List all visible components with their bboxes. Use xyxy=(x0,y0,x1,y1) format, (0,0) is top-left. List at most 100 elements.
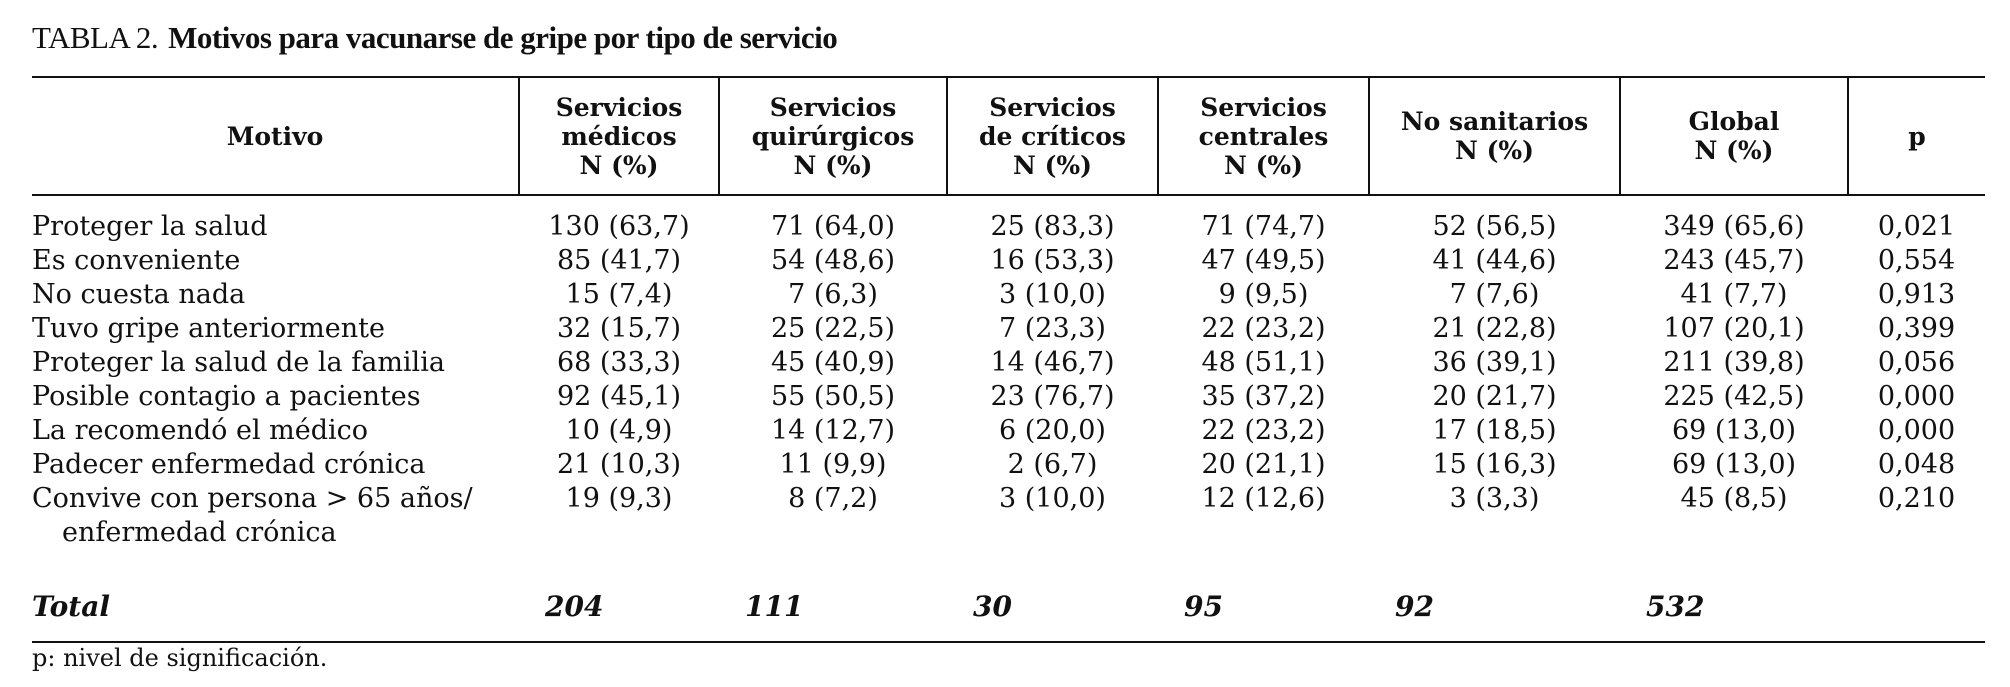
motivo-line: Posible contagio a pacientes xyxy=(32,381,421,412)
value-cell: 0,056 xyxy=(1877,347,1956,378)
header-line: N (%) xyxy=(1013,150,1092,180)
value-cell: 0,554 xyxy=(1877,245,1956,276)
header-line: Servicios xyxy=(989,92,1116,122)
value-cell: 69 (13,0) xyxy=(1671,449,1797,480)
value-cell: 52 (56,5) xyxy=(1432,211,1557,242)
column-header: Servicios centrales N (%) xyxy=(1157,76,1369,196)
table-row: Proteger la salud 130 (63,7) 71 (64,0) 25 (… xyxy=(32,195,1985,244)
value-cell: 14 (46,7) xyxy=(990,347,1115,378)
title-label: TABLA 2. xyxy=(32,20,159,55)
table-row: No cuesta nada 15 (7,4) 7 (6,3) 3 (10,0) 9 (… xyxy=(32,278,1985,312)
table-row: Tuvo gripe anteriormente 32 (15,7) 25 (22,… xyxy=(32,312,1985,346)
header-row: Motivo Servicios médicos N (%) Servicios quir… xyxy=(32,76,1985,196)
column-header: No sanitarios N (%) xyxy=(1368,76,1620,196)
value-cell: 21 (10,3) xyxy=(556,449,682,480)
header-line: Global xyxy=(1688,107,1780,136)
value-cell: 22 (23,2) xyxy=(1201,415,1326,446)
table-row: Convive con persona > 65 años/enfermedad… xyxy=(32,482,1985,550)
column-header: Servicios médicos N (%) xyxy=(518,76,719,196)
header-line: N (%) xyxy=(579,150,659,180)
motivo-cell: Posible contagio a pacientes xyxy=(32,380,519,414)
value-cell: 20 (21,7) xyxy=(1432,381,1557,412)
value-cell: 35 (37,2) xyxy=(1201,381,1326,412)
header-line: centrales xyxy=(1198,121,1329,151)
motivo-line: Proteger la salud de la familia xyxy=(32,347,445,378)
table-title: TABLA 2. Motivos para vacunarse de gripe … xyxy=(32,20,838,56)
value-cell: 41 (7,7) xyxy=(1680,279,1788,310)
table-row: Padecer enfermedad crónica 21 (10,3) 11 (9… xyxy=(32,448,1985,482)
value-cell: 0,913 xyxy=(1877,279,1956,310)
motivo-cell: Padecer enfermedad crónica xyxy=(32,448,519,482)
motivo-cell: La recomendó el médico xyxy=(32,414,519,448)
value-cell: 85 (41,7) xyxy=(556,245,682,276)
motivo-line: La recomendó el médico xyxy=(32,415,369,446)
header-line: N (%) xyxy=(793,150,873,180)
value-cell: 25 (22,5) xyxy=(770,313,896,344)
value-cell: 15 (7,4) xyxy=(565,279,673,310)
value-cell: 0,210 xyxy=(1877,483,1956,514)
total-value: 532 xyxy=(1620,550,1848,643)
value-cell: 0,000 xyxy=(1877,415,1956,446)
header-line: N (%) xyxy=(1455,136,1534,165)
table-row: Es conveniente 85 (41,7) 54 (48,6) 16 (53,3… xyxy=(32,244,1985,278)
value-cell: 211 (39,8) xyxy=(1663,347,1805,378)
value-cell: 69 (13,0) xyxy=(1671,415,1797,446)
motivo-line: Padecer enfermedad crónica xyxy=(32,449,426,480)
value-cell: 243 (45,7) xyxy=(1663,245,1805,276)
value-cell: 15 (16,3) xyxy=(1432,449,1557,480)
value-cell: 45 (8,5) xyxy=(1680,483,1788,514)
table-body: Proteger la salud 130 (63,7) 71 (64,0) 25 (… xyxy=(32,195,1985,550)
value-cell: 7 (7,6) xyxy=(1449,279,1540,310)
header-line: Servicios xyxy=(555,92,683,122)
table-row: La recomendó el médico 10 (4,9) 14 (12,7) 6… xyxy=(32,414,1985,448)
motivo-line: No cuesta nada xyxy=(32,279,246,310)
value-cell: 21 (22,8) xyxy=(1432,313,1557,344)
column-header: p xyxy=(1847,76,1985,196)
footnote: p: nivel de significación. xyxy=(32,644,328,672)
motivo-cell: No cuesta nada xyxy=(32,278,519,312)
total-value: 30 xyxy=(947,550,1158,643)
value-cell: 14 (12,7) xyxy=(770,415,896,446)
table-total: Total 204 111 30 95 92 532 xyxy=(32,550,1985,643)
motivo-line: Tuvo gripe anteriormente xyxy=(32,313,385,344)
value-cell: 130 (63,7) xyxy=(548,211,690,242)
value-cell: 23 (76,7) xyxy=(990,381,1115,412)
value-cell: 3 (10,0) xyxy=(999,483,1106,514)
value-cell: 17 (18,5) xyxy=(1432,415,1557,446)
value-cell: 32 (15,7) xyxy=(556,313,682,344)
header-line: p xyxy=(1908,121,1926,151)
value-cell: 6 (20,0) xyxy=(999,415,1106,446)
motivo-cell: Es conveniente xyxy=(32,244,519,278)
total-row: Total 204 111 30 95 92 532 xyxy=(32,550,1985,643)
value-cell: 45 (40,9) xyxy=(770,347,896,378)
value-cell: 0,021 xyxy=(1877,211,1956,242)
total-label: Total xyxy=(32,550,519,643)
title-text: Motivos para vacunarse de gripe por tipo… xyxy=(168,20,838,55)
total-value: 92 xyxy=(1369,550,1620,643)
motivo-line: enfermedad crónica xyxy=(62,517,337,548)
column-header: Motivo xyxy=(32,76,519,196)
value-cell: 20 (21,1) xyxy=(1201,449,1326,480)
value-cell: 25 (83,3) xyxy=(990,211,1115,242)
value-cell: 7 (6,3) xyxy=(788,279,878,310)
total-value: 204 xyxy=(519,550,719,643)
value-cell: 9 (9,5) xyxy=(1218,279,1309,310)
total-value: 95 xyxy=(1158,550,1369,643)
value-cell: 8 (7,2) xyxy=(788,483,878,514)
motivo-line: Convive con persona > 65 años/ xyxy=(32,483,473,514)
value-cell: 36 (39,1) xyxy=(1432,347,1557,378)
value-cell: 41 (44,6) xyxy=(1432,245,1557,276)
value-cell: 48 (51,1) xyxy=(1201,347,1326,378)
value-cell: 12 (12,6) xyxy=(1201,483,1326,514)
value-cell: 68 (33,3) xyxy=(556,347,682,378)
value-cell: 225 (42,5) xyxy=(1663,381,1805,412)
column-header: Servicios quirúrgicos N (%) xyxy=(718,76,947,196)
motivo-cell: Proteger la salud xyxy=(32,195,519,244)
value-cell: 22 (23,2) xyxy=(1201,313,1326,344)
value-cell: 47 (49,5) xyxy=(1201,245,1326,276)
value-cell: 2 (6,7) xyxy=(1007,449,1098,480)
value-cell: 10 (4,9) xyxy=(565,415,673,446)
value-cell: 0,048 xyxy=(1877,449,1956,480)
header-line: N (%) xyxy=(1224,150,1303,180)
motivo-line: Proteger la salud xyxy=(32,211,268,242)
